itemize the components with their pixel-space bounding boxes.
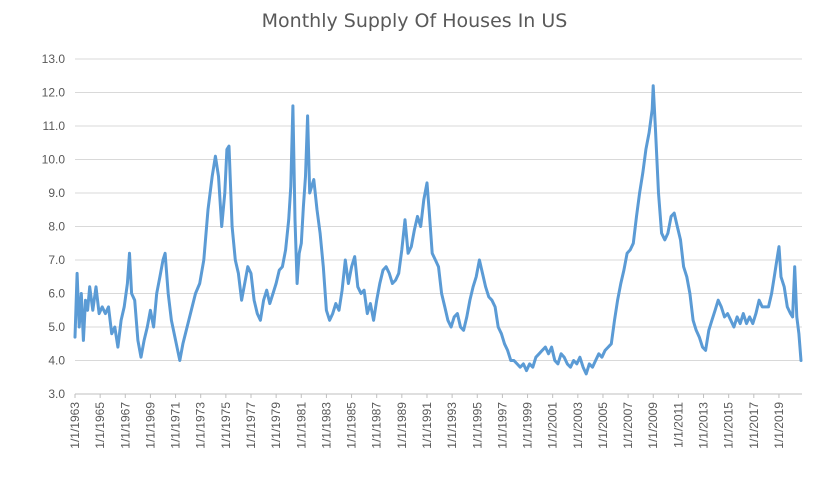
x-tick-label: 1/1/2003 <box>571 402 585 449</box>
x-tick-label: 1/1/1963 <box>68 402 82 449</box>
x-tick-label: 1/1/1985 <box>345 402 359 449</box>
y-tick-label: 7.0 <box>48 253 65 267</box>
x-tick-label: 1/1/1973 <box>194 402 208 449</box>
x-tick-label: 1/1/1971 <box>169 402 183 449</box>
x-tick-label: 1/1/1983 <box>319 402 333 449</box>
y-tick-label: 9.0 <box>48 186 65 200</box>
x-tick-label: 1/1/2017 <box>747 402 761 449</box>
x-tick-label: 1/1/1967 <box>118 402 132 449</box>
y-tick-label: 11.0 <box>43 119 66 133</box>
x-tick-label: 1/1/2015 <box>722 402 736 449</box>
x-tick-label: 1/1/2013 <box>697 402 711 449</box>
x-tick-label: 1/1/1991 <box>420 402 434 449</box>
x-tick-label: 1/1/1965 <box>93 402 107 449</box>
x-tick-label: 1/1/2007 <box>621 402 635 449</box>
x-tick-label: 1/1/1997 <box>495 402 509 449</box>
chart-title: Monthly Supply Of Houses In US <box>261 10 568 32</box>
y-tick-label: 4.0 <box>48 354 65 368</box>
x-tick-label: 1/1/1995 <box>470 402 484 449</box>
x-tick-label: 1/1/1993 <box>445 402 459 449</box>
y-tick-label: 8.0 <box>48 220 65 234</box>
x-tick-label: 1/1/1999 <box>521 402 535 449</box>
x-tick-label: 1/1/1981 <box>294 402 308 449</box>
y-tick-label: 3.0 <box>48 387 65 401</box>
y-tick-label: 13.0 <box>42 52 66 66</box>
x-tick-label: 1/1/1969 <box>143 402 157 449</box>
x-tick-label: 1/1/1977 <box>244 402 258 449</box>
x-tick-label: 1/1/2005 <box>596 402 610 449</box>
series-line <box>73 84 803 376</box>
x-tick-label: 1/1/1989 <box>395 402 409 449</box>
x-tick-label: 1/1/2001 <box>546 402 560 449</box>
y-tick-label: 6.0 <box>48 287 65 301</box>
x-tick-label: 1/1/1975 <box>219 402 233 449</box>
y-tick-label: 5.0 <box>48 320 65 334</box>
x-tick-label: 1/1/2009 <box>646 402 660 449</box>
y-tick-label: 10.0 <box>42 153 66 167</box>
x-tick-label: 1/1/1987 <box>370 402 384 449</box>
y-tick-label: 12.0 <box>42 86 66 100</box>
x-tick-label: 1/1/1979 <box>269 402 283 449</box>
x-tick-label: 1/1/2019 <box>772 402 786 449</box>
x-tick-label: 1/1/2011 <box>671 402 685 448</box>
